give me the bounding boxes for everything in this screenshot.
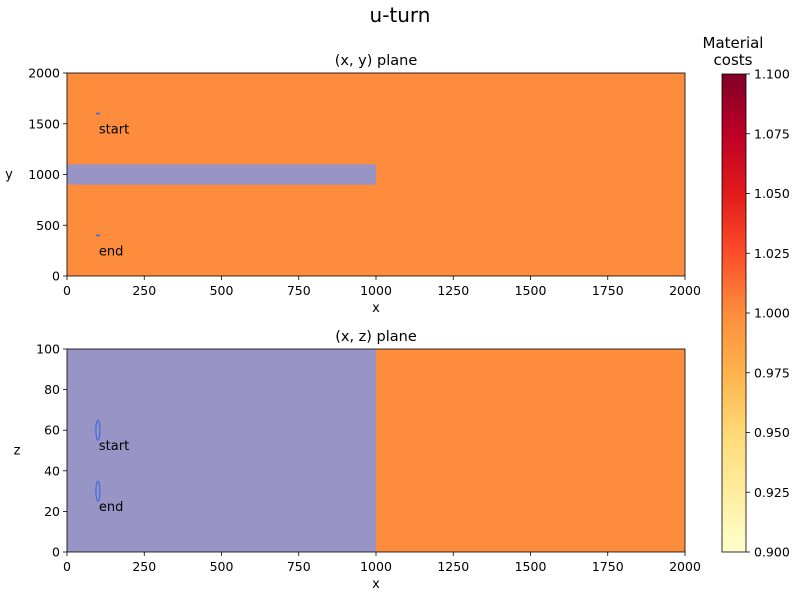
colorbar-title-line1: Material	[703, 34, 764, 52]
colorbar-gradient	[721, 73, 747, 553]
xy-title: (x, y) plane	[335, 53, 418, 69]
colorbar-tick-label: 1.025	[754, 246, 790, 261]
xz-xtick-label: 1750	[592, 559, 624, 574]
xy-ytick-label: 0	[52, 269, 60, 284]
xz-ytick-label: 100	[36, 342, 60, 357]
xz-ytick-label: 40	[44, 463, 60, 478]
xz-title: (x, z) plane	[335, 329, 417, 345]
colorbar-tick-label: 0.900	[754, 545, 790, 560]
xz-label-start: start	[99, 439, 129, 454]
colorbar-ticks: 0.900 0.925 0.950 0.975 1.000 1.025 1.050 1.075…	[746, 67, 790, 560]
colorbar-tick-label: 0.975	[754, 365, 790, 380]
xz-ytick-label: 60	[44, 423, 60, 438]
xz-marker-end	[95, 480, 101, 502]
xz-ytick-label: 80	[44, 382, 60, 397]
xz-xtick-label: 750	[287, 559, 311, 574]
xz-xtick-label: 1000	[360, 559, 392, 574]
xz-xtick-label: 500	[210, 559, 234, 574]
xy-xtick-label: 250	[132, 283, 156, 298]
xy-xtick-label: 1250	[437, 283, 469, 298]
xz-ylabel: z	[14, 444, 21, 459]
xz-xtick-label: 2000	[669, 559, 701, 574]
xy-xtick-label: 1750	[592, 283, 624, 298]
xy-region-0	[67, 164, 376, 185]
colorbar-tick-label: 1.000	[754, 306, 790, 321]
xz-ytick-label: 0	[52, 545, 60, 560]
colorbar-tick-label: 1.100	[754, 67, 790, 82]
xz-xlabel: x	[372, 577, 380, 592]
xz-xtick-label: 0	[63, 559, 71, 574]
xz-xtick-label: 1500	[515, 559, 547, 574]
colorbar-tick-label: 0.950	[754, 425, 790, 440]
xy-ytick-label: 500	[36, 218, 60, 233]
colorbar-tick-label: 1.075	[754, 126, 790, 141]
xy-plane-panel: start end (x, y) plane 0 250 500 750 1000 1250 15…	[5, 53, 701, 316]
xz-label-end: end	[99, 500, 124, 515]
xy-label-start: start	[99, 123, 129, 138]
xz-xtick-label: 250	[132, 559, 156, 574]
xy-ytick-label: 2000	[28, 66, 60, 81]
xy-xtick-label: 500	[210, 283, 234, 298]
xy-ytick-label: 1500	[28, 116, 60, 131]
colorbar-title-line2: costs	[714, 51, 753, 69]
xy-xtick-label: 0	[63, 283, 71, 298]
xy-ytick-label: 1000	[28, 167, 60, 182]
xz-marker-start	[95, 419, 101, 441]
xy-xtick-label: 1500	[515, 283, 547, 298]
xy-xtick-label: 2000	[669, 283, 701, 298]
xy-xtick-label: 1000	[360, 283, 392, 298]
colorbar: Material costs 0.900 0.925 0.950 0.975 1.000…	[703, 34, 790, 560]
xy-xtick-label: 750	[287, 283, 311, 298]
xy-xlabel: x	[372, 301, 380, 316]
figure-title: u-turn	[370, 3, 431, 27]
colorbar-tick-label: 0.925	[754, 485, 790, 500]
xz-ytick-label: 20	[44, 504, 60, 519]
xy-ylabel: y	[5, 168, 13, 183]
xz-region-0	[67, 349, 376, 552]
xz-xtick-label: 1250	[437, 559, 469, 574]
colorbar-tick-label: 1.050	[754, 186, 790, 201]
xy-label-end: end	[99, 244, 124, 259]
